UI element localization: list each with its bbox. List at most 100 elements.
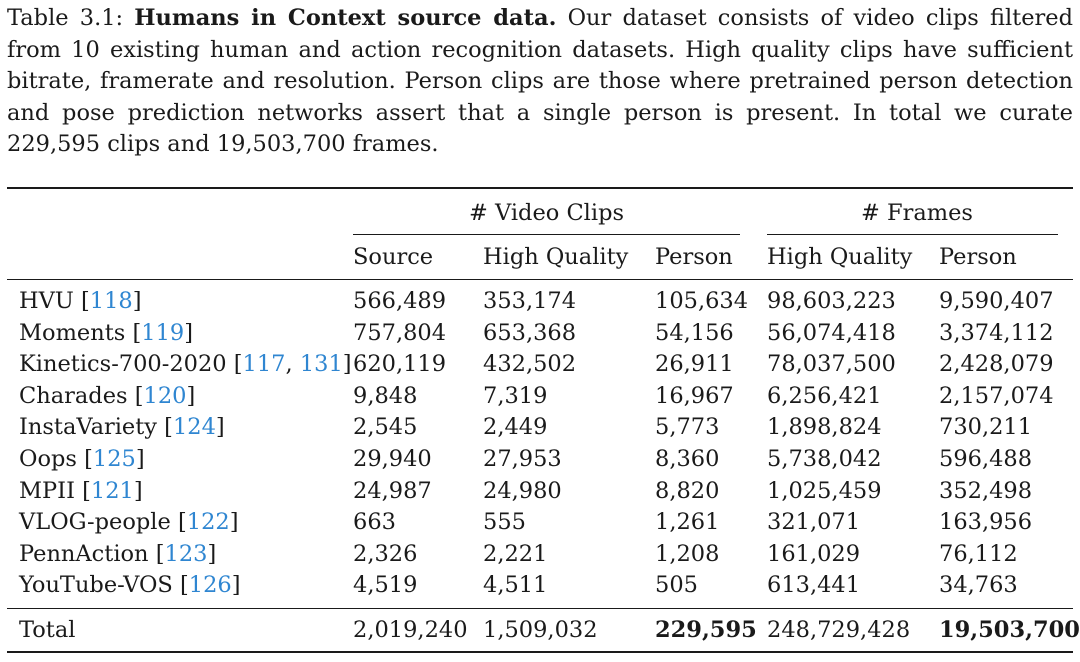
- table-cell: 78,037,500: [767, 351, 896, 378]
- table-cell: 2,545: [353, 414, 418, 441]
- total-cell: 2,019,240: [353, 617, 468, 643]
- table-row-label: YouTube-VOS [126]: [19, 572, 241, 599]
- table-row-label: HVU [118]: [19, 288, 142, 314]
- dataset-name: VLOG-people: [19, 509, 171, 536]
- table-cell: 54,156: [655, 319, 734, 346]
- citation-link[interactable]: 124: [172, 414, 216, 441]
- table-cell: 352,498: [939, 477, 1033, 504]
- table-cell: 98,603,223: [767, 288, 896, 314]
- caption-title: Humans in Context source data.: [134, 5, 557, 31]
- table-row-label: Kinetics-700-2020 [117, 131]: [19, 351, 352, 378]
- table-cell: 2,157,074: [939, 382, 1054, 409]
- column-header: Person: [655, 244, 733, 270]
- caption-body: Our dataset consists of video clips filt…: [7, 5, 1074, 157]
- table-cell: 3,374,112: [939, 319, 1054, 346]
- table-cell: 505: [655, 572, 698, 599]
- table-cell: 321,071: [767, 509, 861, 536]
- total-rule: [7, 608, 1073, 609]
- table-cell: 653,368: [483, 319, 577, 346]
- dataset-name: InstaVariety: [19, 414, 157, 441]
- citation-link[interactable]: 119: [141, 319, 185, 346]
- table-cell: 620,119: [353, 351, 447, 378]
- caption-label: Table 3.1:: [7, 5, 124, 31]
- table-cell: 353,174: [483, 288, 577, 314]
- dataset-name: Kinetics-700-2020: [19, 351, 227, 378]
- citation-link[interactable]: 117: [242, 351, 286, 378]
- dataset-name: Charades: [19, 382, 128, 409]
- column-header: Source: [353, 244, 434, 270]
- table-row-label: Oops [125]: [19, 446, 145, 472]
- table-cell: 1,898,824: [767, 414, 882, 441]
- table-cell: 596,488: [939, 446, 1033, 472]
- table-cell: 9,590,407: [939, 288, 1054, 314]
- table-cell: 1,025,459: [767, 477, 882, 504]
- dataset-name: Oops: [19, 446, 77, 472]
- table-cell: 5,773: [655, 414, 720, 441]
- dataset-name: YouTube-VOS: [19, 572, 173, 599]
- total-cell: 229,595: [655, 617, 757, 643]
- table-cell: 9,848: [353, 382, 418, 409]
- table-cell: 555: [483, 509, 526, 536]
- table-cell: 566,489: [353, 288, 447, 314]
- table-row-label: PennAction [123]: [19, 540, 217, 567]
- table-row-label: Moments [119]: [19, 319, 193, 346]
- table-cell: 29,940: [353, 446, 432, 472]
- table-row-label: InstaVariety [124]: [19, 414, 225, 441]
- table-cell: 2,221: [483, 540, 548, 567]
- dataset-name: MPII: [19, 477, 75, 504]
- table-cell: 2,449: [483, 414, 548, 441]
- citation-link[interactable]: 120: [143, 382, 187, 409]
- table-cell: 613,441: [767, 572, 861, 599]
- table-cell: 34,763: [939, 572, 1018, 599]
- table-cell: 8,360: [655, 446, 720, 472]
- table-cell: 1,261: [655, 509, 720, 536]
- table-cell: 56,074,418: [767, 319, 896, 346]
- table-cell: 4,519: [353, 572, 418, 599]
- total-cell: 248,729,428: [767, 617, 911, 643]
- table-cell: 105,634: [655, 288, 749, 314]
- column-header: High Quality: [767, 244, 913, 270]
- citation-link[interactable]: 125: [92, 446, 136, 472]
- table-cell: 5,738,042: [767, 446, 882, 472]
- table-cell: 16,967: [655, 382, 734, 409]
- top-rule: [7, 187, 1073, 189]
- dataset-name: PennAction: [19, 540, 149, 567]
- group-header-video-clips: # Video Clips: [469, 200, 625, 226]
- table-cell: 757,804: [353, 319, 447, 346]
- table-cell: 163,956: [939, 509, 1033, 536]
- table-caption: Table 3.1: Humans in Context source data…: [7, 3, 1073, 161]
- citation-link[interactable]: 118: [89, 288, 133, 314]
- citation-link[interactable]: 131: [299, 351, 343, 378]
- table-cell: 24,987: [353, 477, 432, 504]
- citation-link[interactable]: 121: [90, 477, 134, 504]
- table-cell: 76,112: [939, 540, 1018, 567]
- citation-link[interactable]: 123: [164, 540, 208, 567]
- table-cell: 4,511: [483, 572, 548, 599]
- table-row-label: MPII [121]: [19, 477, 143, 504]
- table-cell: 27,953: [483, 446, 562, 472]
- table-cell: 7,319: [483, 382, 548, 409]
- total-cell: 19,503,700: [939, 617, 1080, 643]
- bottom-rule: [7, 651, 1073, 653]
- table-cell: 663: [353, 509, 396, 536]
- column-header: Person: [939, 244, 1017, 270]
- citation-link[interactable]: 122: [186, 509, 230, 536]
- citation-link[interactable]: 126: [188, 572, 232, 599]
- total-cell: 1,509,032: [483, 617, 598, 643]
- table-cell: 161,029: [767, 540, 861, 567]
- table-cell: 432,502: [483, 351, 577, 378]
- table-row-label: Charades [120]: [19, 382, 196, 409]
- table-cell: 730,211: [939, 414, 1033, 441]
- table-cell: 1,208: [655, 540, 720, 567]
- dataset-name: Moments: [19, 319, 126, 346]
- group-header-frames: # Frames: [861, 200, 973, 226]
- group-rule-video-clips: [353, 234, 740, 235]
- table-cell: 2,428,079: [939, 351, 1054, 378]
- group-rule-frames: [767, 234, 1058, 235]
- column-header: High Quality: [483, 244, 629, 270]
- table-cell: 6,256,421: [767, 382, 882, 409]
- table-cell: 24,980: [483, 477, 562, 504]
- table-row-label: VLOG-people [122]: [19, 509, 239, 536]
- dataset-name: HVU: [19, 288, 74, 314]
- table-cell: 2,326: [353, 540, 418, 567]
